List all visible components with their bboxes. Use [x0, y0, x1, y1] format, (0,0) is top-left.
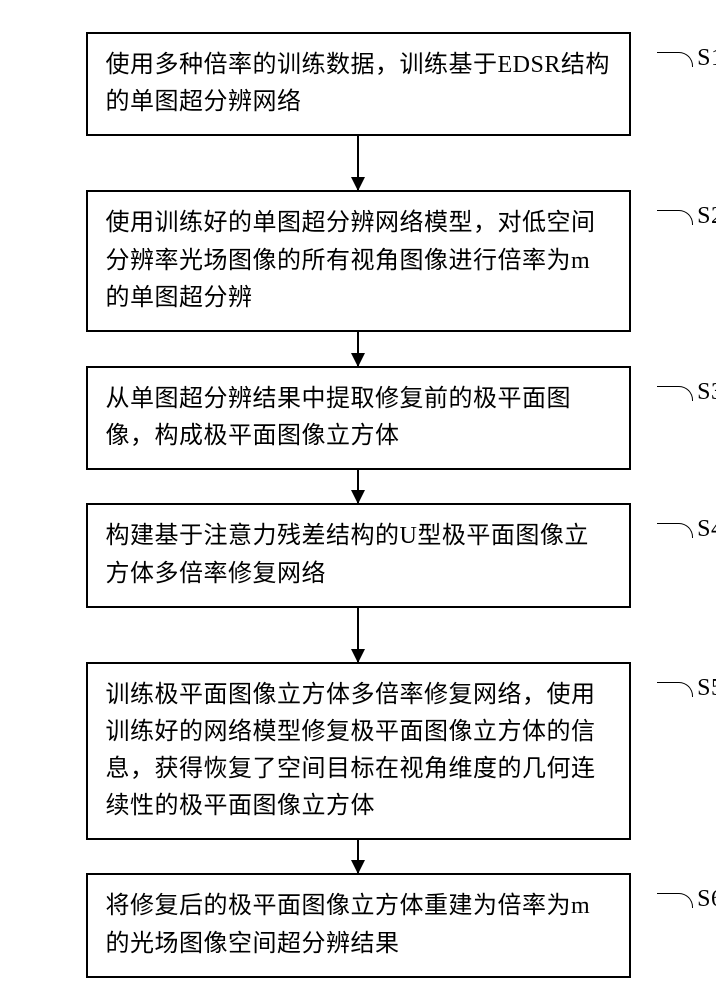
arrow-s2-s3 [357, 332, 359, 366]
arrow-s5-s6 [357, 840, 359, 873]
step-box-s1: 使用多种倍率的训练数据，训练基于EDSR结构的单图超分辨网络 S1 [86, 32, 631, 136]
step-text: 将修复后的极平面图像立方体重建为倍率为m的光场图像空间超分辨结果 [106, 893, 591, 956]
arrow-s1-s2 [357, 136, 359, 190]
step-box-s6: 将修复后的极平面图像立方体重建为倍率为m的光场图像空间超分辨结果 S6 [86, 873, 631, 977]
arrow-s4-s5 [357, 608, 359, 662]
step-text: 使用训练好的单图超分辨网络模型，对低空间分辨率光场图像的所有视角图像进行倍率为m… [106, 210, 596, 310]
step-text: 使用多种倍率的训练数据，训练基于EDSR结构的单图超分辨网络 [106, 52, 610, 115]
arrow-s3-s4 [357, 470, 359, 503]
step-label: S3 [697, 374, 716, 411]
step-label: S1 [697, 40, 716, 77]
step-text: 从单图超分辨结果中提取修复前的极平面图像，构成极平面图像立方体 [106, 386, 572, 449]
step-label: S2 [697, 198, 716, 235]
step-box-s4: 构建基于注意力残差结构的U型极平面图像立方体多倍率修复网络 S4 [86, 503, 631, 607]
step-label: S5 [697, 670, 716, 707]
step-label: S4 [697, 511, 716, 548]
step-box-s2: 使用训练好的单图超分辨网络模型，对低空间分辨率光场图像的所有视角图像进行倍率为m… [86, 190, 631, 332]
step-label: S6 [697, 881, 716, 918]
step-box-s5: 训练极平面图像立方体多倍率修复网络，使用训练好的网络模型修复极平面图像立方体的信… [86, 662, 631, 841]
flowchart-container: 使用多种倍率的训练数据，训练基于EDSR结构的单图超分辨网络 S1 使用训练好的… [0, 32, 716, 978]
step-box-s3: 从单图超分辨结果中提取修复前的极平面图像，构成极平面图像立方体 S3 [86, 366, 631, 470]
step-text: 训练极平面图像立方体多倍率修复网络，使用训练好的网络模型修复极平面图像立方体的信… [106, 682, 596, 820]
step-text: 构建基于注意力残差结构的U型极平面图像立方体多倍率修复网络 [106, 523, 589, 586]
